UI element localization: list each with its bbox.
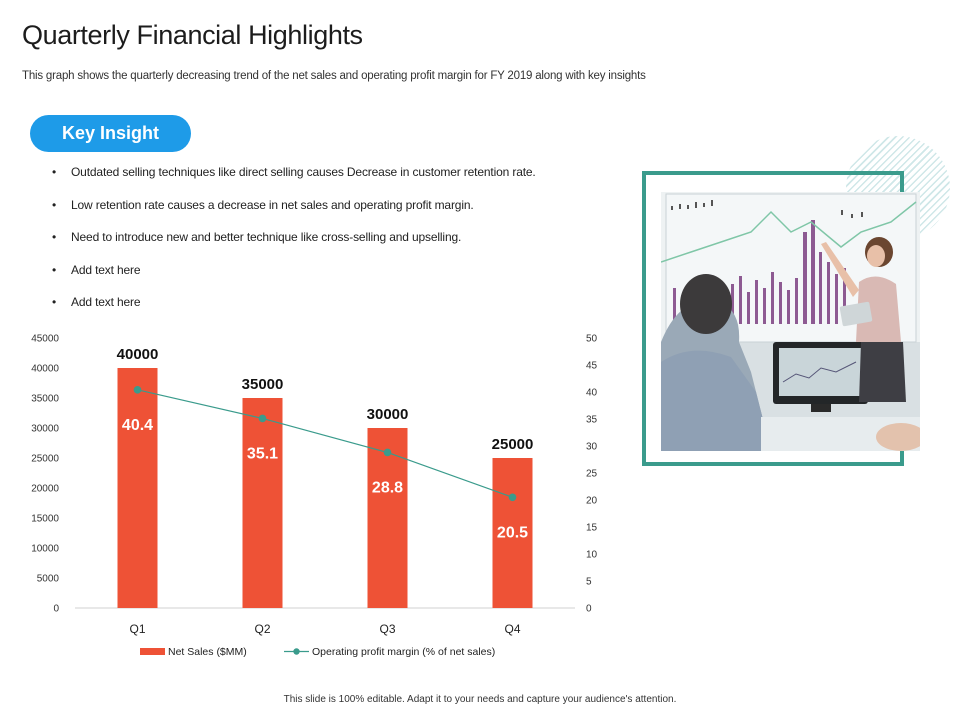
y-right-tick-label: 15 xyxy=(586,523,598,534)
footer-note: This slide is 100% editable. Adapt it to… xyxy=(283,694,677,705)
y-right-tick-label: 50 xyxy=(586,334,598,345)
insight-bullet-text: Add text here xyxy=(71,262,141,277)
y-right-tick-label: 40 xyxy=(586,388,598,399)
insight-bullet-text: Add text here xyxy=(71,295,141,309)
y-right-tick-label: 35 xyxy=(586,415,598,426)
x-axis-labels: Q1 Q2 Q3 Q4 xyxy=(129,622,520,636)
y-right-tick-label: 5 xyxy=(586,577,592,588)
net-sales-bar xyxy=(492,458,533,608)
x-tick-label: Q2 xyxy=(254,622,270,636)
page-title: Quarterly Financial Highlights xyxy=(22,20,363,50)
legend-label-net-sales: Net Sales ($MM) xyxy=(168,646,247,658)
margin-point xyxy=(133,386,142,394)
net-sales-bar xyxy=(367,428,408,608)
insight-bullet: • Low retention rate causes a decrease in… xyxy=(52,197,536,230)
y-left-tick-label: 45000 xyxy=(31,334,59,345)
net-sales-data-label: 30000 xyxy=(367,406,409,423)
bullet-dot-icon: • xyxy=(52,165,57,179)
x-tick-label: Q3 xyxy=(379,622,395,636)
y-left-tick-label: 10000 xyxy=(31,544,59,555)
margin-data-label: 28.8 xyxy=(372,479,403,496)
y-left-tick-label: 30000 xyxy=(31,424,59,435)
key-insight-badge: Key Insight xyxy=(30,115,191,152)
y-right-tick-label: 0 xyxy=(586,604,592,615)
photo-illustration xyxy=(661,192,920,451)
presentation-meeting-photo xyxy=(661,192,920,451)
net-sales-bar xyxy=(242,398,283,608)
y-axis-left: 0 5000 10000 15000 20000 25000 30000 35000 40000… xyxy=(31,334,59,615)
net-sales-bar xyxy=(117,368,158,608)
insight-bullet-text: Need to introduce new and better techniq… xyxy=(71,230,462,244)
net-sales-data-label: 25000 xyxy=(492,436,534,453)
y-right-tick-label: 10 xyxy=(586,550,598,561)
y-left-tick-label: 20000 xyxy=(31,484,59,495)
y-left-tick-label: 35000 xyxy=(31,394,59,405)
insight-bullet: • Add text here xyxy=(52,262,536,295)
bullet-dot-icon: • xyxy=(52,197,57,212)
net-sales-data-label: 35000 xyxy=(242,376,284,393)
y-left-tick-label: 15000 xyxy=(31,514,59,525)
y-axis-right: 0 5 10 15 20 25 30 35 40 45 50 xyxy=(586,334,598,615)
margin-line xyxy=(137,389,513,498)
chart-legend: Net Sales ($MM) Operating profit margin (… xyxy=(140,646,495,658)
key-insight-label: Key Insight xyxy=(61,123,159,143)
insight-bullet: • Need to introduce new and better techni… xyxy=(52,229,536,262)
insight-bullet: • Outdated selling techniques like direct… xyxy=(52,164,536,197)
y-left-tick-label: 5000 xyxy=(37,574,60,585)
x-tick-label: Q4 xyxy=(504,622,520,636)
bullet-dot-icon: • xyxy=(52,262,57,277)
legend-label-margin: Operating profit margin (% of net sales) xyxy=(312,646,495,658)
margin-data-label: 20.5 xyxy=(497,524,528,541)
page-subtitle: This graph shows the quarterly decreasin… xyxy=(22,70,646,82)
x-tick-label: Q1 xyxy=(129,622,145,636)
margin-point xyxy=(508,493,517,502)
insight-bullet-list: • Outdated selling techniques like direct… xyxy=(52,164,536,327)
margin-data-label: 40.4 xyxy=(122,417,153,434)
y-left-tick-label: 0 xyxy=(53,604,59,615)
margin-point xyxy=(258,414,267,423)
y-right-tick-label: 45 xyxy=(586,361,598,372)
bullet-dot-icon: • xyxy=(52,230,57,244)
y-left-tick-label: 25000 xyxy=(31,454,59,465)
insight-bullet-text: Outdated selling techniques like direct … xyxy=(71,165,536,179)
net-sales-data-label: 40000 xyxy=(117,346,159,363)
y-right-tick-label: 20 xyxy=(586,496,598,507)
y-right-tick-label: 25 xyxy=(586,469,598,480)
margin-data-label: 35.1 xyxy=(247,445,278,462)
sales-margin-chart: 0500010000150002000025000300003500040000… xyxy=(31,334,598,659)
margin-line-series: 40.4 35.1 28.8 20.5 xyxy=(122,386,528,541)
net-sales-bars: 40000 35000 30000 25000 xyxy=(117,346,534,608)
bullet-dot-icon: • xyxy=(52,295,57,309)
insight-bullet-text: Low retention rate causes a decrease in … xyxy=(71,197,474,212)
legend-bar-swatch xyxy=(140,648,165,655)
insight-bullet: • Add text here xyxy=(52,294,536,327)
y-left-tick-label: 40000 xyxy=(31,364,59,375)
legend-marker-icon xyxy=(293,648,300,655)
y-right-tick-label: 30 xyxy=(586,442,598,453)
margin-point xyxy=(383,448,392,457)
